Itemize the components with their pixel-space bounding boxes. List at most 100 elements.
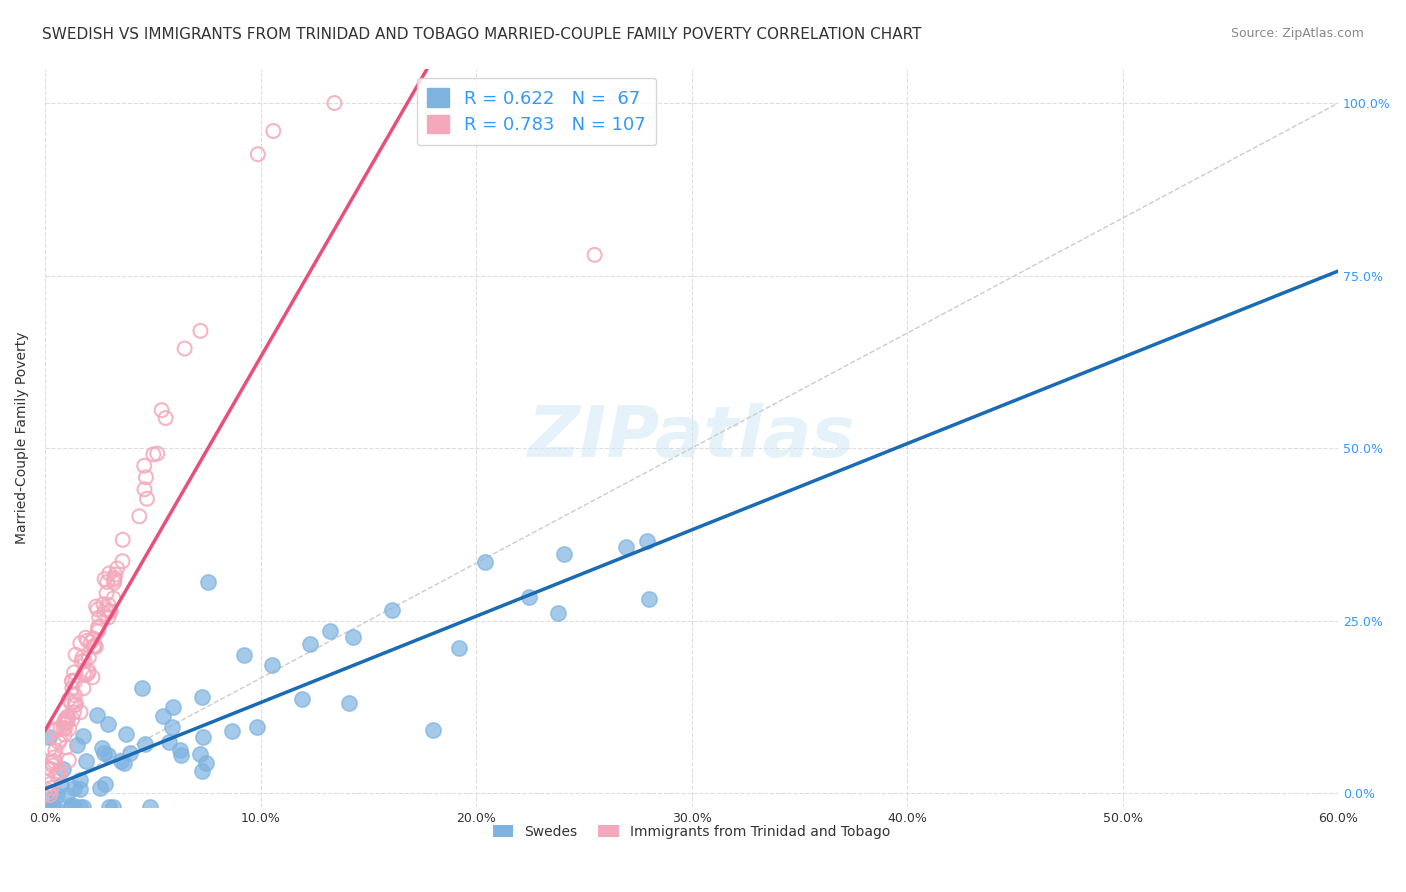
Immigrants from Trinidad and Tobago [70, 654, 93, 668]
Swedes [60, 797, 83, 812]
Immigrants from Trinidad and Tobago [60, 712, 83, 726]
Swedes [191, 764, 214, 778]
Immigrants from Trinidad and Tobago [84, 640, 107, 654]
Immigrants from Trinidad and Tobago [35, 782, 58, 797]
Swedes [110, 754, 132, 768]
Immigrants from Trinidad and Tobago [49, 732, 72, 747]
Immigrants from Trinidad and Tobago [87, 624, 110, 639]
Swedes [89, 780, 111, 795]
Swedes [191, 690, 214, 705]
Swedes [232, 648, 254, 662]
Immigrants from Trinidad and Tobago [190, 324, 212, 338]
Immigrants from Trinidad and Tobago [44, 743, 66, 757]
Swedes [101, 800, 124, 814]
Immigrants from Trinidad and Tobago [69, 705, 91, 719]
Swedes [197, 574, 219, 589]
Immigrants from Trinidad and Tobago [41, 756, 63, 770]
Swedes [614, 541, 637, 555]
Swedes [160, 720, 183, 734]
Immigrants from Trinidad and Tobago [37, 761, 59, 775]
Swedes [638, 592, 661, 607]
Immigrants from Trinidad and Tobago [155, 411, 177, 425]
Y-axis label: Married-Couple Family Poverty: Married-Couple Family Poverty [15, 332, 30, 544]
Immigrants from Trinidad and Tobago [77, 650, 100, 665]
Immigrants from Trinidad and Tobago [41, 780, 63, 795]
Immigrants from Trinidad and Tobago [82, 640, 104, 654]
Immigrants from Trinidad and Tobago [86, 602, 108, 616]
Immigrants from Trinidad and Tobago [37, 785, 59, 799]
Swedes [337, 696, 360, 710]
Immigrants from Trinidad and Tobago [93, 572, 115, 586]
Immigrants from Trinidad and Tobago [58, 753, 80, 767]
Swedes [169, 743, 191, 757]
Immigrants from Trinidad and Tobago [105, 561, 128, 575]
Swedes [97, 747, 120, 762]
Immigrants from Trinidad and Tobago [93, 597, 115, 611]
Text: Source: ZipAtlas.com: Source: ZipAtlas.com [1230, 27, 1364, 40]
Immigrants from Trinidad and Tobago [39, 777, 62, 791]
Immigrants from Trinidad and Tobago [58, 692, 80, 706]
Swedes [291, 692, 314, 706]
Swedes [39, 791, 62, 805]
Swedes [38, 731, 60, 745]
Immigrants from Trinidad and Tobago [69, 636, 91, 650]
Immigrants from Trinidad and Tobago [77, 666, 100, 681]
Immigrants from Trinidad and Tobago [55, 740, 77, 755]
Immigrants from Trinidad and Tobago [65, 697, 87, 711]
Immigrants from Trinidad and Tobago [103, 573, 125, 587]
Swedes [636, 534, 658, 549]
Swedes [118, 746, 141, 760]
Swedes [162, 699, 184, 714]
Immigrants from Trinidad and Tobago [60, 673, 83, 688]
Swedes [139, 800, 162, 814]
Swedes [42, 800, 65, 814]
Swedes [96, 717, 118, 731]
Immigrants from Trinidad and Tobago [53, 728, 76, 742]
Immigrants from Trinidad and Tobago [41, 758, 63, 772]
Swedes [93, 777, 115, 791]
Swedes [342, 630, 364, 644]
Swedes [422, 723, 444, 737]
Swedes [45, 788, 67, 802]
Swedes [553, 547, 575, 561]
Immigrants from Trinidad and Tobago [55, 714, 77, 728]
Immigrants from Trinidad and Tobago [48, 735, 70, 749]
Immigrants from Trinidad and Tobago [262, 124, 284, 138]
Swedes [260, 657, 283, 672]
Immigrants from Trinidad and Tobago [60, 697, 83, 711]
Immigrants from Trinidad and Tobago [63, 689, 86, 703]
Swedes [474, 555, 496, 569]
Swedes [63, 780, 86, 795]
Swedes [547, 607, 569, 621]
Swedes [98, 800, 121, 814]
Immigrants from Trinidad and Tobago [63, 698, 86, 713]
Text: ZIPatlas: ZIPatlas [527, 403, 855, 472]
Immigrants from Trinidad and Tobago [98, 566, 121, 581]
Immigrants from Trinidad and Tobago [142, 447, 165, 461]
Immigrants from Trinidad and Tobago [583, 248, 606, 262]
Swedes [152, 709, 174, 723]
Swedes [159, 734, 181, 748]
Immigrants from Trinidad and Tobago [56, 714, 79, 728]
Swedes [90, 740, 112, 755]
Swedes [134, 737, 156, 751]
Swedes [447, 641, 470, 656]
Swedes [115, 727, 138, 741]
Immigrants from Trinidad and Tobago [73, 666, 96, 681]
Immigrants from Trinidad and Tobago [136, 491, 159, 506]
Immigrants from Trinidad and Tobago [39, 788, 62, 802]
Immigrants from Trinidad and Tobago [49, 721, 72, 735]
Immigrants from Trinidad and Tobago [94, 602, 117, 616]
Immigrants from Trinidad and Tobago [49, 769, 72, 783]
Immigrants from Trinidad and Tobago [111, 533, 134, 547]
Immigrants from Trinidad and Tobago [246, 147, 269, 161]
Immigrants from Trinidad and Tobago [128, 509, 150, 524]
Immigrants from Trinidad and Tobago [77, 664, 100, 678]
Immigrants from Trinidad and Tobago [55, 712, 77, 726]
Swedes [69, 781, 91, 796]
Immigrants from Trinidad and Tobago [45, 767, 67, 781]
Text: SWEDISH VS IMMIGRANTS FROM TRINIDAD AND TOBAGO MARRIED-COUPLE FAMILY POVERTY COR: SWEDISH VS IMMIGRANTS FROM TRINIDAD AND … [42, 27, 922, 42]
Immigrants from Trinidad and Tobago [60, 681, 83, 695]
Immigrants from Trinidad and Tobago [65, 673, 87, 688]
Swedes [246, 720, 269, 734]
